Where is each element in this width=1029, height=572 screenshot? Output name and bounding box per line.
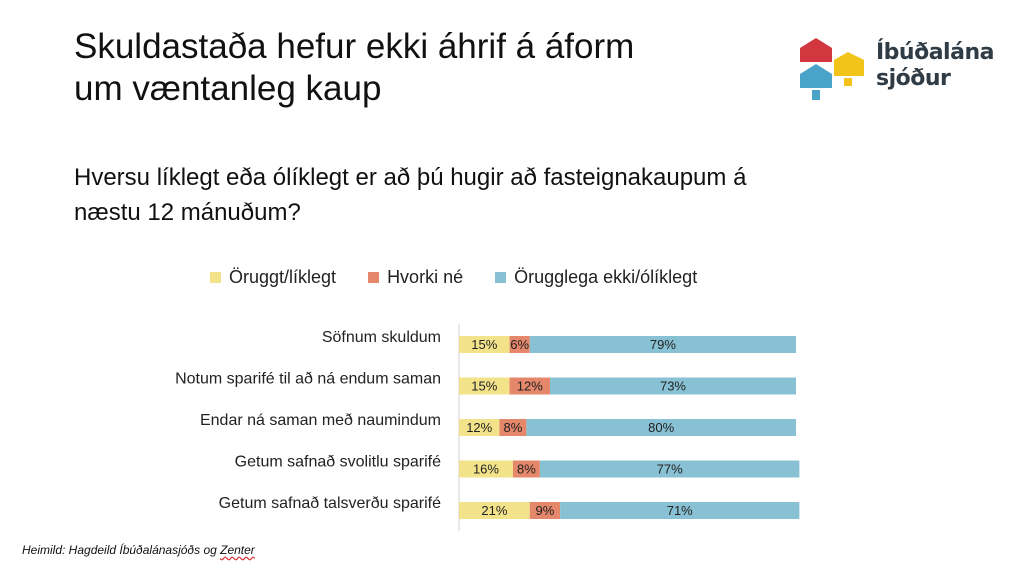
data-label: 15% (471, 379, 497, 394)
data-label: 79% (650, 337, 676, 352)
legend-item-likely: Öruggt/líklegt (210, 267, 336, 288)
title-line-2: um væntanleg kaup (74, 69, 382, 108)
data-label: 6% (510, 337, 529, 352)
bar-segment (459, 336, 510, 353)
bar-segment (459, 419, 500, 436)
title-line-1: Skuldastaða hefur ekki áhrif á áform (74, 27, 635, 66)
legend-label-likely: Öruggt/líklegt (229, 267, 337, 287)
bar-segment (529, 502, 561, 519)
source-prefix: Heimild: Hagdeild Íbúðalánasjóðs og (22, 543, 221, 557)
bar-segment (529, 336, 796, 353)
legend-item-unlikely: Örugglega ekki/ólíklegt (495, 267, 697, 288)
category-label: Notum sparifé til að ná endum saman (175, 371, 441, 388)
legend-swatch-likely (210, 272, 221, 283)
legend-swatch-unlikely (495, 272, 507, 283)
data-label: 73% (660, 379, 686, 394)
legend-item-neither: Hvorki né (368, 267, 463, 288)
legend-label-unlikely: Örugglega ekki/ólíklegt (514, 267, 698, 287)
data-label: 9% (536, 503, 555, 518)
source-note: Heimild: Hagdeild Íbúðalánasjóðs og Zent… (22, 543, 255, 557)
logo-line-2: sjóður (876, 66, 951, 91)
ibudalanasjodur-logo: Íbúðalána sjóður (798, 36, 1018, 106)
category-label: Endar ná saman með naumindum (200, 412, 441, 429)
data-label: 80% (648, 420, 674, 435)
data-label: 8% (517, 462, 536, 477)
data-label: 16% (473, 462, 499, 477)
bar-segment (459, 460, 513, 478)
bar-segment (499, 419, 527, 436)
question-line-2: næstu 12 mánuðum? (74, 199, 301, 226)
question-line-1: Hversu líklegt eða ólíklegt er að þú hug… (74, 164, 747, 191)
chart-legend: Öruggt/líklegt Hvorki né Örugglega ekki/… (210, 267, 697, 288)
logo-line-1: Íbúðalána (876, 40, 994, 65)
bar-segment (539, 460, 800, 478)
logo-text: Íbúðalána sjóður (876, 40, 994, 92)
data-label: 77% (657, 462, 683, 477)
data-label: 8% (504, 420, 523, 435)
bar-segment (459, 502, 530, 519)
data-label: 71% (667, 503, 693, 518)
chart-question: Hversu líklegt eða ólíklegt er að þú hug… (74, 160, 894, 230)
bar-segment (509, 377, 550, 395)
category-label: Getum safnað svolitlu sparifé (235, 454, 441, 471)
bar-segment (549, 377, 796, 395)
source-zenter: Zenter (220, 543, 255, 557)
bar-segment (526, 419, 796, 436)
data-label: 15% (471, 337, 497, 352)
bar-segment (459, 377, 510, 395)
legend-label-neither: Hvorki né (387, 267, 464, 287)
bar-segment (560, 502, 800, 519)
data-label: 12% (466, 420, 492, 435)
legend-swatch-neither (368, 272, 380, 283)
data-label: 21% (481, 503, 507, 518)
bar-segment (512, 460, 540, 478)
category-label: Söfnum skuldum (322, 329, 441, 346)
category-label: Getum safnað talsverðu sparifé (219, 495, 441, 512)
bar-segment (509, 336, 530, 353)
logo-house-icon (800, 38, 864, 100)
slide-title: Skuldastaða hefur ekki áhrif á áform um … (74, 26, 774, 110)
data-label: 12% (517, 379, 543, 394)
